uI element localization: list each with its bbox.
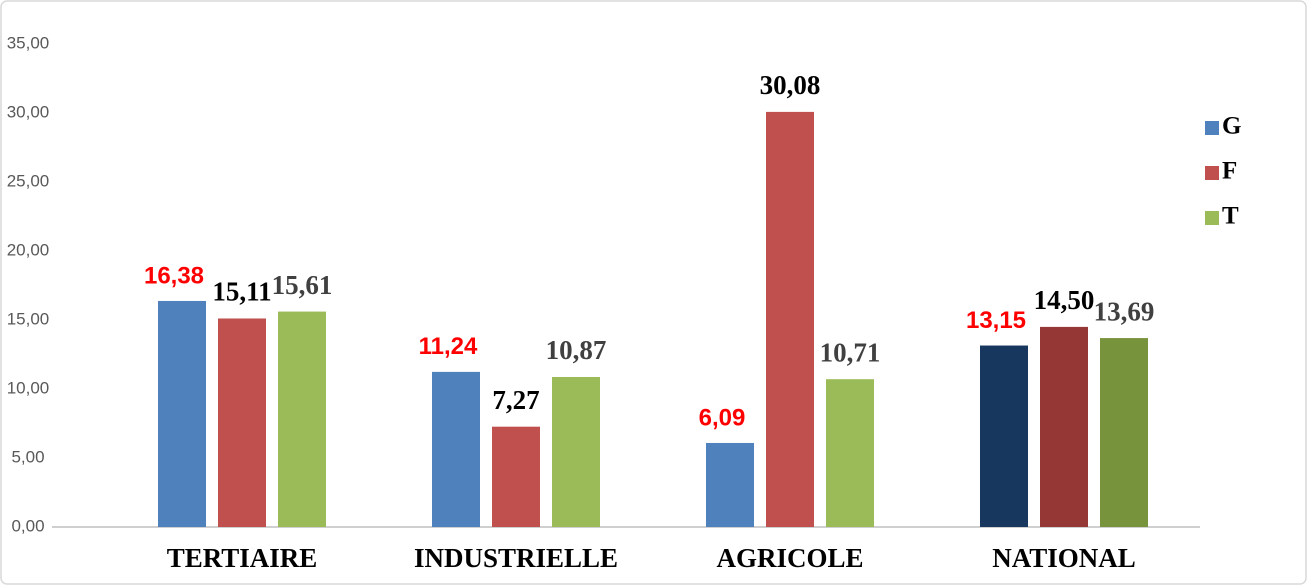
bar: [766, 111, 814, 528]
legend-label: T: [1222, 203, 1239, 230]
legend-swatch: [1205, 121, 1219, 135]
bar: [706, 442, 754, 527]
value-label: 7,27: [492, 385, 539, 415]
bar: [980, 345, 1028, 527]
value-label: 13,15: [966, 307, 1026, 334]
bar: [492, 426, 540, 527]
value-label: 30,08: [760, 70, 821, 100]
bar: [278, 311, 326, 527]
value-label: 13,69: [1094, 296, 1155, 326]
x-tick-label: AGRICOLE: [716, 543, 863, 573]
y-tick-label: 20,00: [7, 240, 50, 259]
y-tick-label: 10,00: [7, 378, 50, 397]
bar: [158, 300, 206, 527]
value-label: 15,61: [272, 270, 333, 300]
legend-swatch: [1205, 211, 1219, 225]
bar: [1040, 326, 1088, 527]
y-tick-label: 25,00: [7, 171, 50, 190]
bar: [432, 371, 480, 527]
x-tick-label: INDUSTRIELLE: [414, 543, 618, 573]
value-label: 10,71: [820, 337, 881, 367]
value-label: 15,11: [212, 277, 271, 307]
legend-label: G: [1222, 113, 1241, 140]
y-tick-label: 30,00: [7, 102, 50, 121]
bar: [218, 318, 266, 527]
y-tick-label: 5,00: [11, 447, 44, 466]
value-label: 14,50: [1034, 285, 1095, 315]
bar: [552, 376, 600, 527]
y-tick-label: 35,00: [7, 33, 50, 52]
value-label: 6,09: [699, 404, 746, 431]
bar: [1100, 338, 1148, 527]
legend-swatch: [1205, 166, 1219, 180]
value-label: 10,87: [546, 335, 607, 365]
x-tick-label: TERTIAIRE: [167, 543, 318, 573]
legend-label: F: [1222, 158, 1237, 185]
value-label: 16,38: [144, 262, 204, 289]
y-tick-label: 0,00: [11, 516, 44, 535]
bar: [826, 379, 874, 527]
y-tick-label: 15,00: [7, 309, 50, 328]
value-label: 11,24: [419, 333, 478, 360]
x-tick-label: NATIONAL: [992, 543, 1136, 573]
